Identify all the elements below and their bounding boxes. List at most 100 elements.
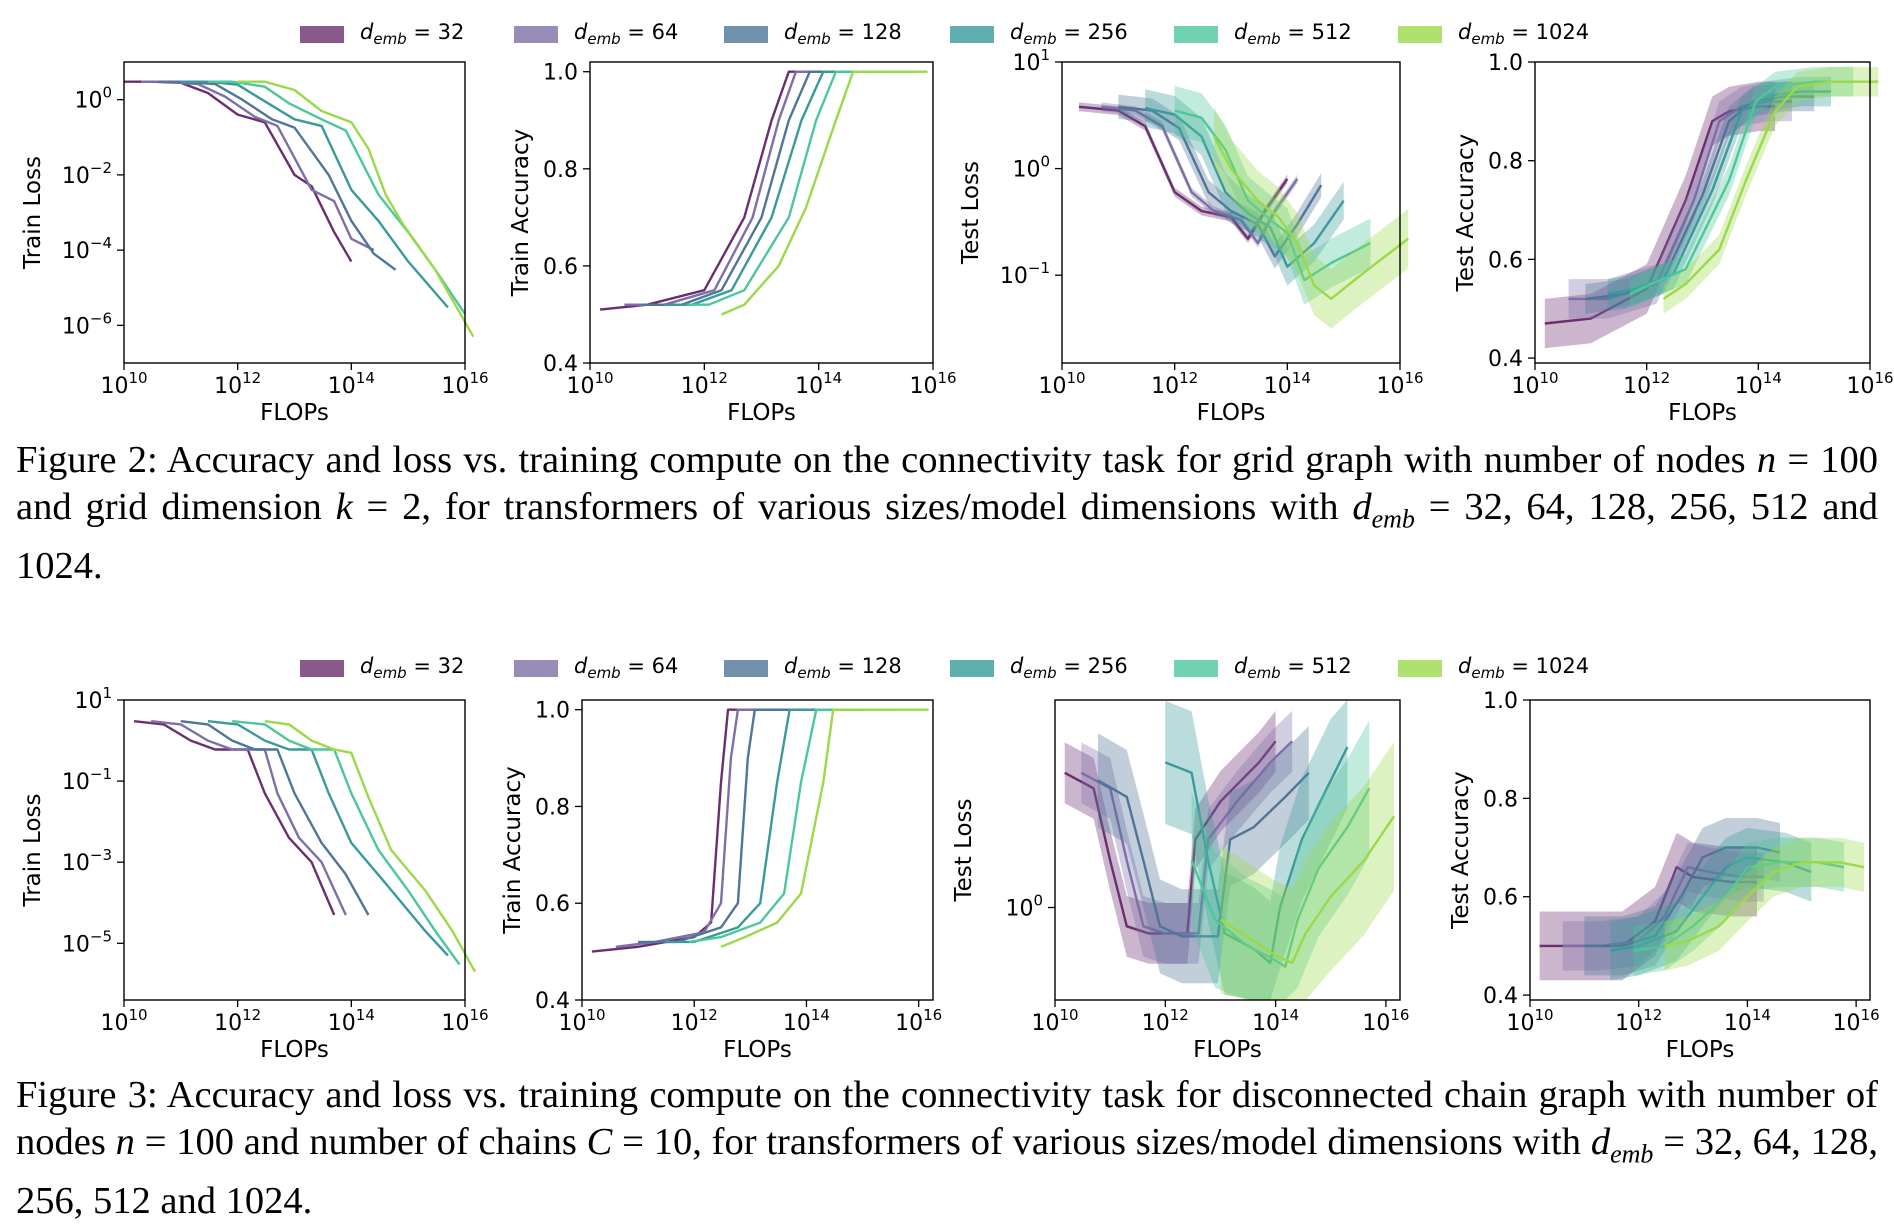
series-line bbox=[232, 720, 461, 966]
caption-text: Accuracy and loss vs. training compute o… bbox=[157, 439, 1757, 481]
series-band bbox=[1607, 76, 1831, 309]
legend-label: demb = 128 bbox=[784, 653, 902, 683]
axes-frame bbox=[1061, 61, 1401, 364]
series-band bbox=[1064, 710, 1276, 964]
y-tick-label: 0.8 bbox=[535, 795, 570, 820]
figure-caption: Figure 2: Accuracy and loss vs. training… bbox=[16, 437, 1878, 590]
x-tick-label: 1010 bbox=[1506, 1006, 1553, 1036]
series-line bbox=[1664, 861, 1865, 948]
plot-area bbox=[599, 70, 928, 316]
legend-swatch bbox=[300, 659, 344, 677]
legend-swatch bbox=[1398, 25, 1442, 43]
caption-text: k bbox=[335, 486, 353, 528]
axes-frame bbox=[589, 61, 934, 364]
y-tick-label: 1.0 bbox=[543, 61, 578, 86]
series-band bbox=[1145, 89, 1344, 286]
y-tick-label: 101 bbox=[1012, 46, 1050, 76]
plot-area bbox=[1539, 818, 1865, 981]
legend-label: demb = 64 bbox=[574, 653, 679, 683]
x-tick-label: 1016 bbox=[1376, 369, 1423, 399]
legend-label: demb = 1024 bbox=[1458, 653, 1590, 683]
x-tick-label: 1014 bbox=[1264, 369, 1311, 399]
series-line bbox=[721, 70, 928, 316]
legend-label: demb = 128 bbox=[784, 19, 902, 49]
caption-label: Figure 2: bbox=[16, 439, 158, 481]
legend-label: demb = 512 bbox=[1234, 653, 1352, 683]
legend-label: demb = 512 bbox=[1234, 19, 1352, 49]
legend-label: demb = 32 bbox=[360, 19, 465, 49]
series-line bbox=[1568, 100, 1792, 301]
caption-text: = 100 and number of chains bbox=[134, 1121, 587, 1163]
plot-area bbox=[124, 80, 475, 338]
plot-area bbox=[1064, 700, 1395, 1000]
y-tick-label: 0.4 bbox=[543, 352, 578, 377]
caption-text: = 2, for transformers of various sizes/m… bbox=[352, 486, 1353, 528]
x-tick-label: 1014 bbox=[783, 1006, 830, 1036]
x-axis-label: FLOPs bbox=[723, 1037, 792, 1063]
legend: demb = 32 demb = 64 demb = 128 demb = 256 de… bbox=[0, 648, 1894, 688]
series-band bbox=[1165, 700, 1348, 1000]
series-line bbox=[1607, 90, 1831, 296]
series-line bbox=[1629, 80, 1854, 295]
caption-label: Figure 3: bbox=[16, 1074, 158, 1116]
legend-item: demb = 512 bbox=[1174, 648, 1352, 688]
chart-train-loss: 1010 1012 1014 101610110−110−310−5FLOPsTrai… bbox=[20, 684, 489, 1063]
series-line bbox=[1164, 746, 1349, 965]
y-tick-label: 0.6 bbox=[1483, 886, 1518, 911]
y-tick-label: 0.4 bbox=[535, 989, 570, 1014]
plot-area bbox=[591, 708, 929, 953]
x-tick-label: 1012 bbox=[681, 369, 728, 399]
axes-frame bbox=[1534, 61, 1871, 364]
legend-item: demb = 64 bbox=[514, 648, 678, 688]
series-line bbox=[207, 720, 449, 957]
legend-item: demb = 512 bbox=[1174, 14, 1352, 54]
x-axis-label: FLOPs bbox=[1666, 1037, 1735, 1063]
legend-label: demb = 1024 bbox=[1458, 19, 1590, 49]
legend-item: demb = 1024 bbox=[1398, 648, 1589, 688]
series-line bbox=[1097, 771, 1310, 938]
legend-item: demb = 32 bbox=[300, 14, 464, 54]
series-line bbox=[1212, 135, 1409, 300]
y-axis-label: Train Loss bbox=[20, 794, 46, 908]
y-axis-label: Test Accuracy bbox=[1448, 771, 1474, 930]
series-band bbox=[1220, 741, 1394, 1000]
series-line bbox=[1118, 105, 1323, 258]
legend-item: demb = 64 bbox=[514, 14, 678, 54]
y-axis-label: Train Accuracy bbox=[500, 766, 526, 935]
y-tick-label: 0.6 bbox=[535, 892, 570, 917]
legend-swatch bbox=[1174, 25, 1218, 43]
legend-label: demb = 256 bbox=[1010, 653, 1128, 683]
caption-text: d bbox=[1352, 486, 1372, 528]
legend: demb = 32 demb = 64 demb = 128 demb = 256 de… bbox=[0, 14, 1894, 54]
legend-item: demb = 256 bbox=[950, 648, 1128, 688]
y-axis-label: Train Loss bbox=[20, 156, 46, 270]
legend-item: demb = 1024 bbox=[1398, 14, 1589, 54]
series-band bbox=[1097, 725, 1309, 984]
series-line bbox=[180, 80, 449, 309]
legend-swatch bbox=[514, 25, 558, 43]
series-line bbox=[1174, 109, 1372, 282]
series-line bbox=[237, 80, 475, 338]
y-axis-label: Train Accuracy bbox=[508, 129, 534, 298]
y-tick-label: 0.8 bbox=[1488, 150, 1523, 175]
axes-frame bbox=[581, 699, 934, 1001]
series-line bbox=[638, 708, 824, 944]
series-line bbox=[720, 708, 929, 948]
legend-item: demb = 128 bbox=[724, 14, 902, 54]
series-band bbox=[1568, 81, 1792, 319]
legend-swatch bbox=[1174, 659, 1218, 677]
x-tick-label: 1014 bbox=[1724, 1006, 1771, 1036]
x-axis-label: FLOPs bbox=[260, 400, 329, 426]
y-axis-label: Test Loss bbox=[958, 161, 984, 265]
axes-frame bbox=[1529, 699, 1871, 1001]
caption-text: emb bbox=[1371, 504, 1415, 534]
legend-swatch bbox=[950, 25, 994, 43]
legend-label: demb = 64 bbox=[574, 19, 679, 49]
y-axis-label: Test Loss bbox=[951, 798, 977, 902]
legend-swatch bbox=[950, 659, 994, 677]
legend-item: demb = 128 bbox=[724, 648, 902, 688]
x-axis-label: FLOPs bbox=[727, 400, 796, 426]
